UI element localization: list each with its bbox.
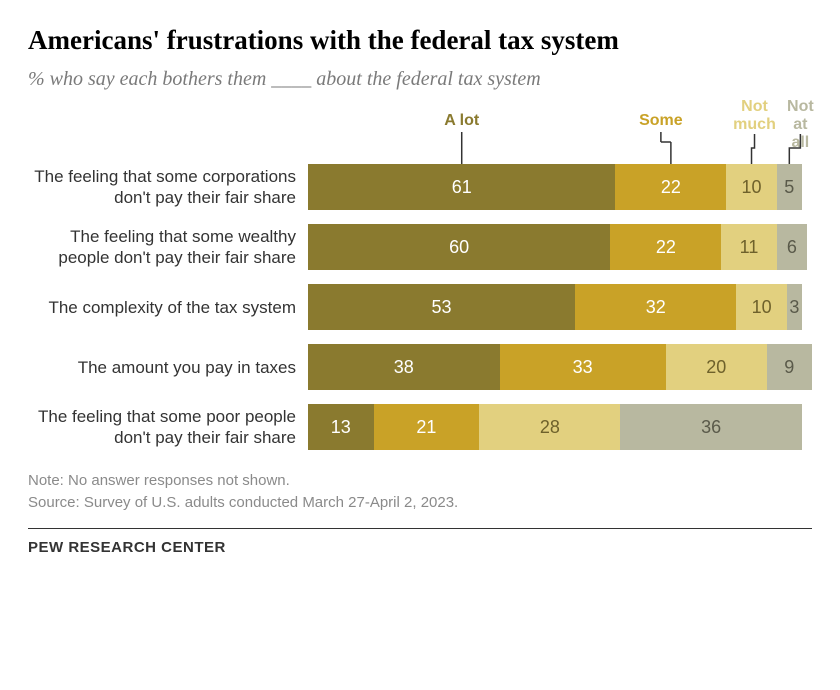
row-label: The feeling that some corporations don't…	[28, 166, 308, 209]
bar-segment-notatall: 5	[777, 164, 802, 210]
bar-segment-notmuch: 20	[666, 344, 767, 390]
row-label: The feeling that some poor people don't …	[28, 406, 308, 449]
bar-segment-notatall: 3	[787, 284, 802, 330]
chart-subtitle: % who say each bothers them ____ about t…	[28, 66, 812, 92]
bar-segment-some: 32	[575, 284, 736, 330]
stacked-bar: 13212836	[308, 404, 812, 450]
chart-row: The amount you pay in taxes3833209	[28, 344, 812, 390]
bar-segment-notmuch: 10	[736, 284, 786, 330]
row-label: The complexity of the tax system	[28, 297, 308, 318]
stacked-bar: 6122105	[308, 164, 812, 210]
stacked-bar: 5332103	[308, 284, 812, 330]
divider	[28, 528, 812, 529]
bar-segment-notatall: 9	[767, 344, 812, 390]
brand-label: PEW RESEARCH CENTER	[28, 539, 812, 556]
bar-segment-notmuch: 11	[721, 224, 776, 270]
chart-row: The feeling that some wealthy people don…	[28, 224, 812, 270]
chart-row: The feeling that some poor people don't …	[28, 404, 812, 450]
bar-segment-alot: 13	[308, 404, 374, 450]
row-label: The feeling that some wealthy people don…	[28, 226, 308, 269]
chart-title: Americans' frustrations with the federal…	[28, 24, 812, 56]
source-text: Source: Survey of U.S. adults conducted …	[28, 492, 812, 514]
bar-segment-alot: 38	[308, 344, 500, 390]
bar-segment-some: 22	[615, 164, 726, 210]
bar-segment-alot: 53	[308, 284, 575, 330]
row-label: The amount you pay in taxes	[28, 357, 308, 378]
stacked-bar-chart: The feeling that some corporations don't…	[28, 164, 812, 450]
bar-segment-alot: 61	[308, 164, 615, 210]
stacked-bar: 6022116	[308, 224, 812, 270]
legend-connector	[308, 98, 812, 164]
stacked-bar: 3833209	[308, 344, 812, 390]
bar-segment-notatall: 6	[777, 224, 807, 270]
bar-segment-notmuch: 28	[479, 404, 620, 450]
chart-footnotes: Note: No answer responses not shown. Sou…	[28, 470, 812, 514]
bar-segment-alot: 60	[308, 224, 610, 270]
legend: A lotSomeNot muchNot at all	[308, 98, 812, 164]
bar-segment-some: 21	[374, 404, 480, 450]
chart-row: The feeling that some corporations don't…	[28, 164, 812, 210]
bar-segment-some: 33	[500, 344, 666, 390]
note-text: Note: No answer responses not shown.	[28, 470, 812, 492]
bar-segment-notatall: 36	[620, 404, 801, 450]
bar-segment-some: 22	[610, 224, 721, 270]
bar-segment-notmuch: 10	[726, 164, 776, 210]
chart-row: The complexity of the tax system5332103	[28, 284, 812, 330]
